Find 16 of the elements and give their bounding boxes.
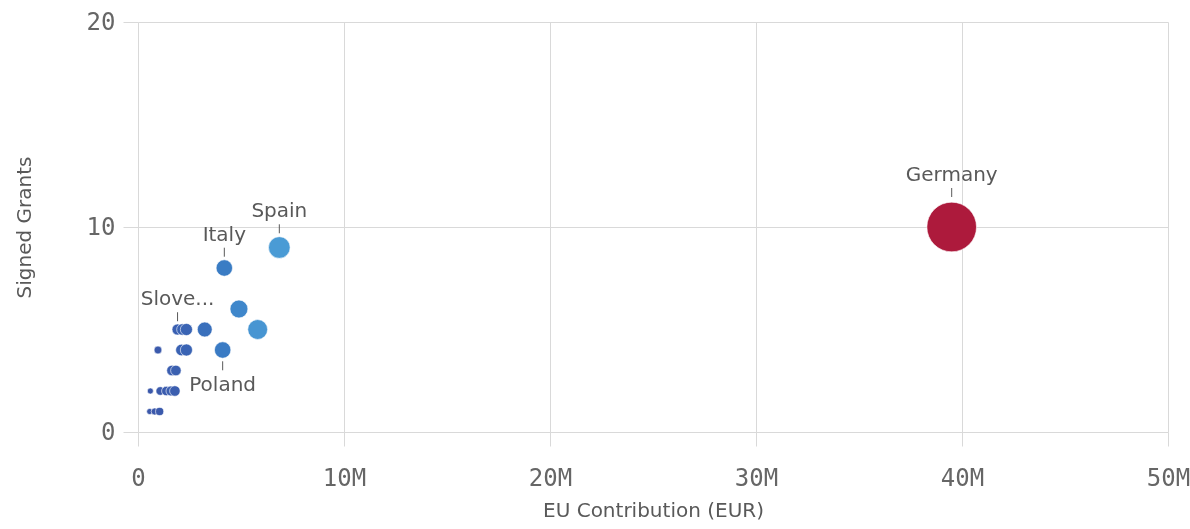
x-tick-label: 20M — [528, 463, 573, 492]
annotation: Germany — [905, 162, 998, 186]
x-axis-title: EU Contribution (EUR) — [543, 497, 764, 522]
annotation: Slove... — [140, 286, 215, 311]
x-tick-label: 50M — [1146, 463, 1190, 492]
y-tick-label: 20 — [86, 7, 116, 36]
x-tick-label: 30M — [734, 463, 779, 492]
annotation: Poland — [189, 372, 257, 397]
y-tick-label: 10 — [86, 212, 116, 241]
annotation: Spain — [251, 198, 308, 223]
y-axis-title: Signed Grants — [11, 156, 36, 299]
x-tick-label: 10M — [322, 463, 367, 492]
y-tick-label: 0 — [101, 417, 116, 446]
x-tick-label: 0 — [131, 463, 146, 492]
annotation: Italy — [202, 221, 247, 246]
x-tick-label: 40M — [940, 463, 985, 492]
